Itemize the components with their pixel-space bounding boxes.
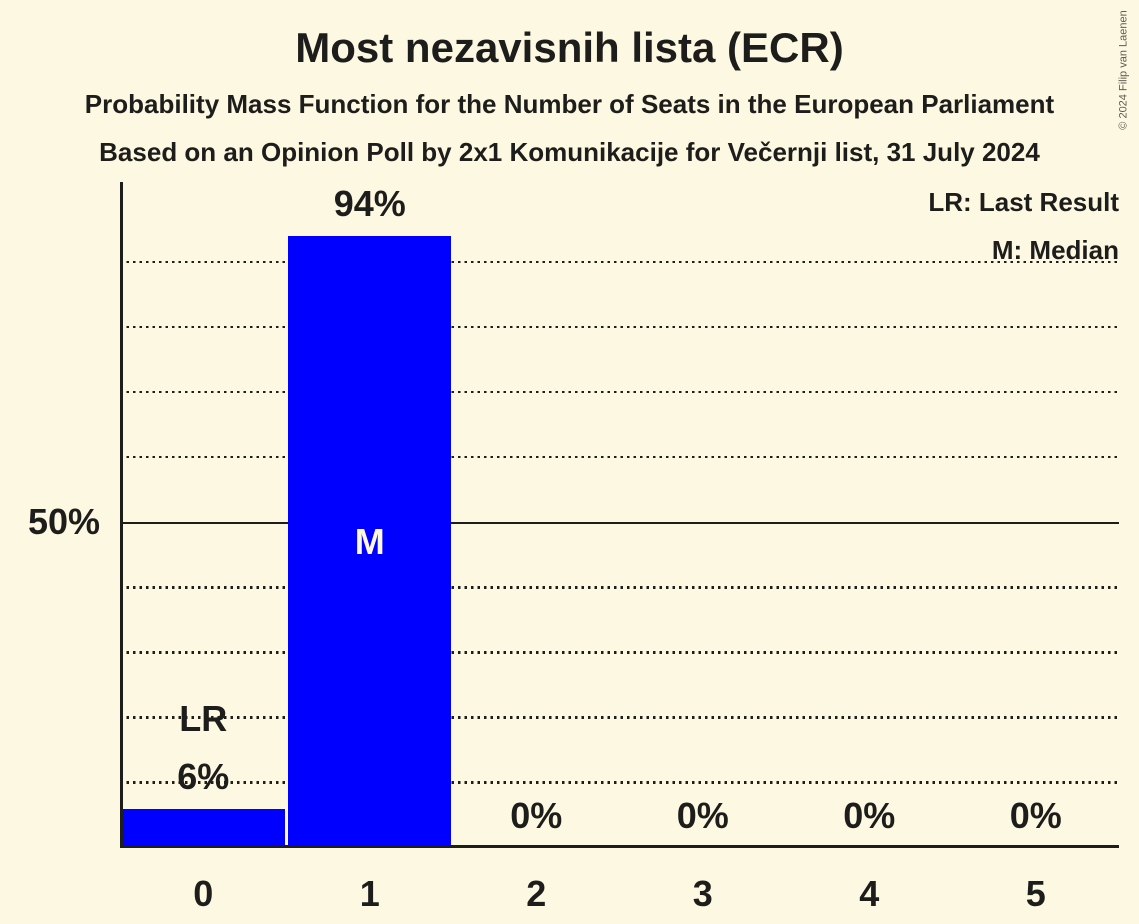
legend-last-result: LR: Last Result <box>928 187 1119 217</box>
x-tick-label-4: 4 <box>859 873 880 914</box>
plot-area: 6% 0 94% 1 0% 2 0% 3 0% 4 0% 5 LR M <box>120 182 1119 914</box>
y-axis-tick-label: 50% <box>27 501 100 542</box>
x-tick-label-1: 1 <box>359 873 380 914</box>
value-label-seats-2: 0% <box>510 795 563 836</box>
value-label-seats-0: 6% <box>177 755 230 797</box>
legend: LR: Last Result M: Median <box>928 178 1119 274</box>
gridline-90pct <box>120 260 1119 264</box>
x-axis <box>120 845 1119 848</box>
gridline-70pct <box>120 390 1119 394</box>
chart-subtitle: Probability Mass Function for the Number… <box>84 89 1055 119</box>
gridline-60pct <box>120 455 1119 459</box>
gridline-20pct <box>120 716 1119 719</box>
bar-seats-1 <box>288 236 452 848</box>
x-tick-label-0: 0 <box>193 873 214 914</box>
gridline-40pct <box>120 586 1119 589</box>
last-result-marker: LR <box>179 697 228 739</box>
value-label-seats-4: 0% <box>843 795 896 836</box>
gridline-80pct <box>120 325 1119 329</box>
gridline-10pct <box>120 781 1119 784</box>
median-marker: M <box>354 521 385 563</box>
x-tick-label-2: 2 <box>526 873 547 914</box>
y-axis <box>120 182 123 848</box>
value-label-seats-1: 94% <box>333 183 406 225</box>
x-tick-label-3: 3 <box>692 873 713 914</box>
poll-details: Based on an Opinion Poll by 2x1 Komunika… <box>99 137 1040 167</box>
chart-title: Most nezavisnih lista (ECR) <box>295 24 844 71</box>
bar-seats-0 <box>121 808 285 848</box>
x-tick-label-5: 5 <box>1025 873 1046 914</box>
value-label-seats-5: 0% <box>1009 795 1062 836</box>
legend-median: M: Median <box>991 235 1119 265</box>
value-label-seats-3: 0% <box>676 795 729 836</box>
gridline-50pct <box>120 521 1119 524</box>
gridline-30pct <box>120 651 1119 654</box>
